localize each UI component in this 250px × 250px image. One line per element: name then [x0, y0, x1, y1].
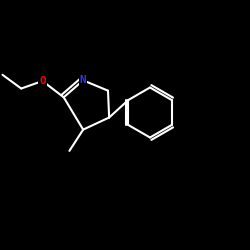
Text: O: O — [39, 76, 46, 86]
Text: N: N — [80, 76, 86, 86]
